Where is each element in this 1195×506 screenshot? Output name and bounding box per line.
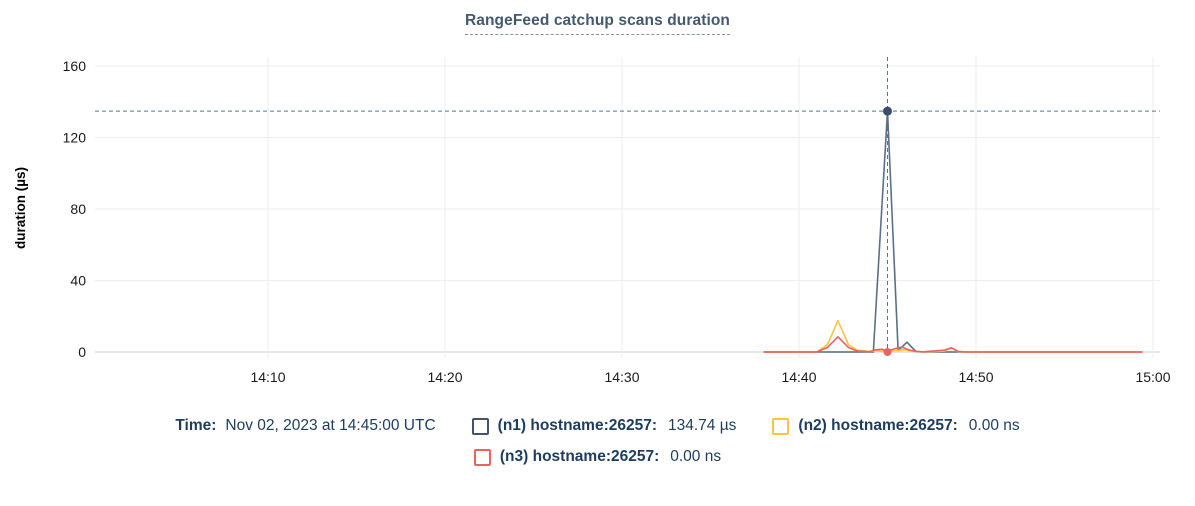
legend-swatch-n3[interactable] [473,448,491,466]
tooltip-time: Time: Nov 02, 2023 at 14:45:00 UTC [175,417,435,435]
series-line-3 [763,336,1143,353]
legend-series-value: 0.00 ns [670,448,722,465]
legend-series-label: (n1) hostname:26257: [497,417,658,434]
legend-swatch-n1[interactable] [471,417,489,435]
x-tick-label: 14:20 [427,369,462,385]
y-axis-label: duration (µs) [13,167,28,249]
x-tick-label: 14:40 [781,369,816,385]
legend-item-n1[interactable]: (n1) hostname:26257: 134.74 µs [471,417,737,435]
y-tick-label: 40 [70,273,86,289]
x-tick-label: 15:00 [1135,369,1170,385]
legend-series-label: (n2) hostname:26257: [798,417,958,434]
y-tick-label: 80 [70,201,86,217]
x-tick-label: 14:30 [604,369,639,385]
x-tick-label: 14:10 [250,369,285,385]
legend-item-n3[interactable]: (n3) hostname:26257: 0.00 ns [473,448,722,466]
series-line-2 [763,319,1143,353]
x-tick-label: 14:50 [958,369,993,385]
tooltip-time-label: Time: [175,417,217,434]
hover-point-marker [883,348,892,356]
y-tick-label: 0 [78,344,86,360]
legend-series-label: (n3) hostname:26257: [499,448,660,465]
y-tick-label: 120 [63,130,87,146]
hover-point-marker [883,106,892,116]
legend-series-value: 0.00 ns [968,417,1020,434]
legend-swatch-n2[interactable] [772,417,790,435]
y-tick-label: 160 [63,58,87,74]
tooltip-time-value: Nov 02, 2023 at 14:45:00 UTC [225,417,436,434]
chart-header: RangeFeed catchup scans duration [0,12,1195,35]
legend-item-n2[interactable]: (n2) hostname:26257: 0.00 ns [772,417,1020,435]
chart-title[interactable]: RangeFeed catchup scans duration [464,12,731,35]
chart-legend: Time: Nov 02, 2023 at 14:45:00 UTC (n1) … [0,417,1195,479]
legend-row-1: Time: Nov 02, 2023 at 14:45:00 UTC (n1) … [0,417,1195,435]
chart-svg[interactable]: 0 40 80 120 160 14:10 14:20 14:30 14:40 14:50 15:0… [0,0,1195,400]
legend-row-2: (n3) hostname:26257: 0.00 ns [0,448,1195,466]
series-line-1 [763,110,1143,353]
legend-series-value: 134.74 µs [668,417,737,434]
